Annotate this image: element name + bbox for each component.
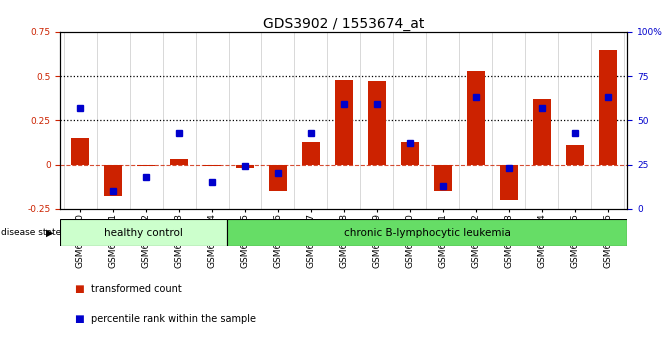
Bar [227,219,627,246]
Text: ▶: ▶ [46,228,53,238]
Bar [401,142,419,165]
Bar [71,138,89,165]
Text: ■: ■ [74,284,84,293]
Bar [302,142,320,165]
Bar [203,165,221,166]
Bar [599,50,617,165]
Text: transformed count: transformed count [91,284,181,293]
Bar [60,219,227,246]
Bar [467,71,485,165]
Text: chronic B-lymphocytic leukemia: chronic B-lymphocytic leukemia [344,228,511,238]
Bar [368,81,386,165]
Text: ■: ■ [74,314,84,324]
Bar [236,165,254,168]
Bar [104,165,122,196]
Bar [269,165,287,191]
Bar [500,165,518,200]
Bar [566,145,584,165]
Bar [533,99,551,165]
Bar [433,165,452,191]
Text: disease state: disease state [1,228,61,237]
Bar [335,80,353,165]
Title: GDS3902 / 1553674_at: GDS3902 / 1553674_at [263,17,425,31]
Bar [170,159,188,165]
Text: healthy control: healthy control [104,228,183,238]
Bar [137,165,155,166]
Text: percentile rank within the sample: percentile rank within the sample [91,314,256,324]
